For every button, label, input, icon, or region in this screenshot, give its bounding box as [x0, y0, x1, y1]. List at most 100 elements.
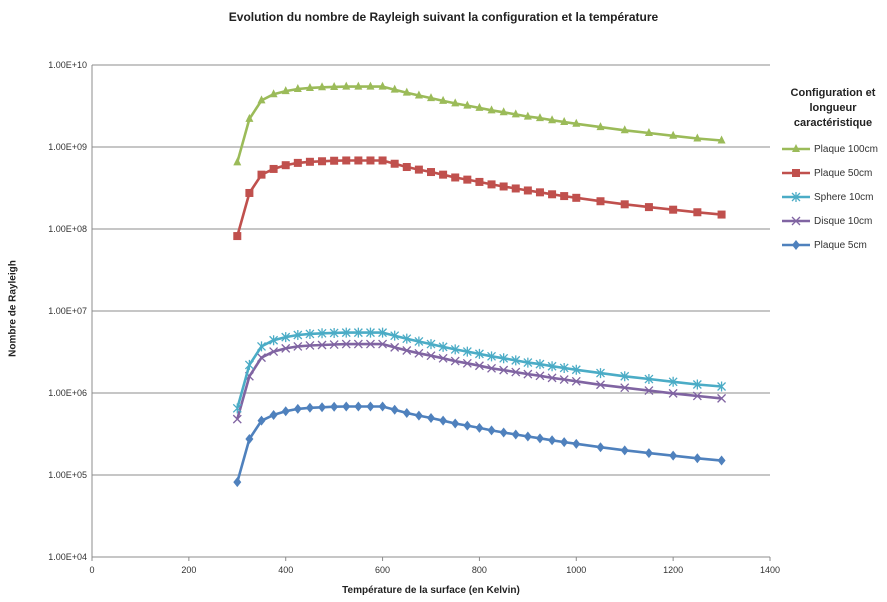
data-point: [245, 433, 254, 444]
data-point: [317, 340, 327, 350]
y-tick-label: 1.00E+04: [48, 552, 87, 562]
data-point: [378, 327, 388, 338]
data-point: [693, 133, 702, 142]
legend-label: Plaque 100cm: [814, 143, 878, 155]
legend-swatch: [782, 192, 810, 202]
legend-item: Disque 10cm: [780, 209, 886, 233]
data-point: [366, 327, 375, 338]
legend-item: Plaque 5cm: [780, 233, 886, 257]
data-point: [571, 376, 581, 386]
data-point: [330, 401, 339, 412]
legend-item: Plaque 50cm: [780, 161, 886, 185]
data-point: [548, 435, 557, 446]
data-point: [596, 197, 605, 206]
data-point: [523, 357, 533, 368]
data-point: [341, 327, 351, 338]
data-point: [353, 339, 363, 349]
data-point: [342, 81, 351, 90]
data-point: [620, 125, 629, 134]
x-tick-label: 600: [375, 565, 390, 575]
data-point: [427, 93, 435, 102]
data-point: [535, 359, 545, 370]
data-point: [245, 113, 254, 122]
data-point: [717, 393, 727, 403]
data-point: [499, 353, 509, 364]
data-point: [269, 409, 278, 420]
data-point: [281, 161, 290, 170]
data-point: [378, 156, 387, 165]
data-point: [378, 81, 387, 90]
data-point: [693, 453, 702, 464]
data-point: [318, 402, 327, 413]
data-point: [487, 180, 496, 189]
data-point: [233, 232, 242, 241]
x-tick-label: 400: [278, 565, 293, 575]
series-plaque-100cm: [233, 81, 726, 166]
series-disque-10cm: [232, 339, 727, 424]
data-point: [644, 448, 653, 459]
data-point: [547, 361, 557, 372]
data-point: [669, 450, 678, 461]
data-point: [305, 402, 314, 413]
data-point: [293, 158, 302, 167]
data-point: [511, 429, 520, 440]
data-point: [366, 401, 375, 412]
data-point: [293, 341, 303, 351]
data-point: [305, 82, 314, 91]
data-point: [669, 130, 678, 139]
data-point: [693, 208, 702, 217]
data-point: [535, 113, 544, 122]
data-point: [305, 340, 315, 350]
data-point: [547, 373, 557, 383]
y-tick-label: 1.00E+05: [48, 470, 87, 480]
data-point: [717, 210, 726, 219]
data-point: [318, 157, 327, 166]
data-point: [560, 116, 569, 125]
data-point: [523, 186, 532, 195]
legend: Configuration et longueur caractéristiqu…: [780, 86, 886, 257]
data-point: [366, 81, 375, 90]
y-axis-label: Nombre de Rayleigh: [7, 260, 19, 357]
data-point: [402, 87, 411, 96]
data-point: [342, 156, 351, 165]
data-point: [644, 203, 653, 212]
legend-swatch: [782, 216, 810, 226]
data-point: [596, 368, 605, 379]
data-point: [293, 329, 303, 340]
data-point: [281, 406, 290, 417]
data-point: [499, 427, 508, 438]
data-point: [499, 107, 508, 116]
data-point: [791, 192, 801, 202]
legend-item: Plaque 100cm: [780, 137, 886, 161]
data-point: [305, 328, 315, 339]
data-point: [572, 438, 581, 449]
data-point: [717, 135, 726, 144]
data-point: [474, 361, 484, 371]
data-point: [414, 348, 424, 358]
legend-swatch: [782, 240, 810, 250]
data-point: [281, 343, 291, 353]
data-point: [535, 371, 545, 381]
x-tick-label: 800: [472, 565, 487, 575]
data-point: [451, 173, 460, 182]
data-point: [792, 144, 800, 152]
y-tick-label: 1.00E+09: [48, 142, 87, 152]
data-point: [281, 332, 291, 343]
x-tick-label: 1200: [663, 565, 683, 575]
data-point: [426, 351, 436, 361]
data-point: [560, 192, 569, 201]
data-point: [232, 414, 242, 424]
data-point: [281, 86, 290, 95]
data-point: [669, 205, 678, 214]
data-point: [390, 404, 399, 415]
data-point: [572, 193, 581, 202]
data-point: [414, 336, 424, 347]
data-point: [475, 102, 484, 111]
data-point: [439, 415, 448, 426]
data-point: [487, 105, 496, 114]
data-point: [535, 188, 544, 197]
y-tick-label: 1.00E+10: [48, 60, 87, 70]
legend-label: Plaque 50cm: [814, 167, 873, 179]
data-point: [257, 95, 266, 104]
